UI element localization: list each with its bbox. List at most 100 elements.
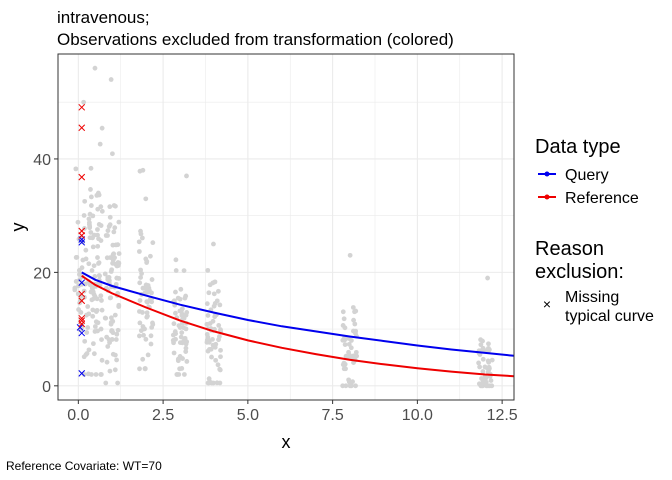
observation-point — [110, 351, 116, 357]
series-line-query — [81, 271, 515, 357]
observation-point — [88, 165, 94, 171]
observation-point — [178, 286, 184, 292]
observation-point — [210, 280, 216, 286]
excluded-marker-stroke — [78, 173, 86, 181]
observation-point — [478, 342, 484, 348]
observation-point — [95, 227, 100, 232]
observation-point — [488, 378, 494, 383]
observation-point — [98, 326, 104, 332]
observation-point — [83, 352, 89, 357]
observation-point — [349, 383, 354, 389]
observation-point — [206, 380, 212, 386]
observation-point — [93, 319, 99, 325]
observation-point — [218, 327, 223, 333]
observation-point — [110, 257, 116, 263]
observation-point — [211, 291, 217, 297]
excluded-point-reference — [78, 124, 86, 132]
observation-point — [81, 372, 87, 377]
observation-point — [111, 251, 117, 257]
y-tick-label: 20 — [33, 265, 51, 282]
observation-point — [116, 304, 122, 310]
y-tick-label: 40 — [33, 152, 51, 169]
excluded-marker-stroke — [78, 290, 86, 298]
observation-point — [217, 302, 223, 308]
observation-point — [479, 381, 485, 387]
observation-point — [480, 369, 486, 374]
observation-point — [72, 287, 78, 293]
observation-point — [108, 315, 114, 321]
observation-point — [113, 281, 119, 287]
y-tick-label: 0 — [42, 379, 51, 396]
excluded-marker-stroke — [78, 329, 86, 337]
observation-point — [485, 275, 490, 281]
observation-point — [99, 125, 105, 131]
excluded-point-query — [78, 279, 86, 286]
observation-point — [171, 350, 177, 356]
panel-border — [57, 53, 515, 401]
observation-point — [107, 368, 113, 374]
excluded-point-reference — [78, 103, 86, 111]
observation-point — [149, 299, 155, 305]
observation-point — [204, 339, 210, 345]
observation-point — [86, 261, 92, 267]
observation-point — [75, 291, 81, 297]
observation-point — [136, 249, 142, 254]
observation-point — [144, 310, 150, 316]
excluded-point-reference — [78, 232, 86, 239]
observation-point — [96, 222, 102, 227]
observation-point — [107, 295, 113, 301]
observation-point — [90, 307, 96, 313]
observation-point — [204, 301, 210, 307]
observation-point — [88, 203, 94, 208]
observation-point — [487, 383, 493, 389]
legend-reason-label-line-1: Missing — [565, 289, 619, 306]
observation-point — [206, 376, 212, 382]
observation-point — [81, 213, 87, 218]
observation-point — [173, 289, 178, 295]
observation-point — [107, 214, 113, 220]
observation-point — [184, 359, 190, 364]
observation-point — [82, 198, 88, 204]
observation-point — [483, 382, 489, 388]
legend-reference-label: Reference — [565, 190, 639, 207]
observation-point — [141, 332, 146, 338]
observation-point — [205, 313, 211, 318]
observation-point — [480, 346, 486, 352]
observation-point — [143, 336, 149, 342]
observation-point — [147, 288, 152, 293]
observation-point — [342, 342, 348, 347]
observation-point — [115, 327, 121, 333]
observation-point — [88, 194, 94, 200]
y-axis-ticks: 0 20 40 — [33, 152, 58, 396]
observation-point — [92, 65, 98, 71]
excluded-marker-stroke — [78, 232, 86, 239]
observation-point — [184, 173, 189, 179]
observation-point — [181, 372, 187, 377]
excluded-point-query — [78, 369, 86, 377]
observation-point — [90, 313, 96, 319]
observation-point — [351, 317, 356, 323]
observation-point — [104, 359, 110, 365]
observation-point — [143, 256, 149, 262]
excluded-point-reference — [78, 297, 86, 305]
observation-point — [170, 332, 176, 338]
observation-point — [179, 312, 185, 318]
observation-point — [73, 279, 79, 284]
excluded-marker-stroke — [78, 279, 86, 286]
legend-data-type-title: Data type — [535, 136, 621, 158]
observation-point — [184, 310, 190, 315]
observation-point — [140, 324, 146, 329]
observation-points — [72, 65, 495, 389]
observation-point — [144, 260, 150, 265]
series-lines — [81, 271, 515, 378]
observation-point — [111, 203, 117, 208]
chart-title-line-1: intravenous; — [57, 8, 150, 27]
excluded-point-reference — [78, 320, 86, 328]
observation-point — [99, 298, 104, 303]
observation-point — [211, 241, 216, 247]
observation-point — [139, 271, 144, 276]
observation-point — [340, 383, 346, 389]
observation-point — [99, 337, 104, 343]
observation-point — [107, 222, 113, 228]
